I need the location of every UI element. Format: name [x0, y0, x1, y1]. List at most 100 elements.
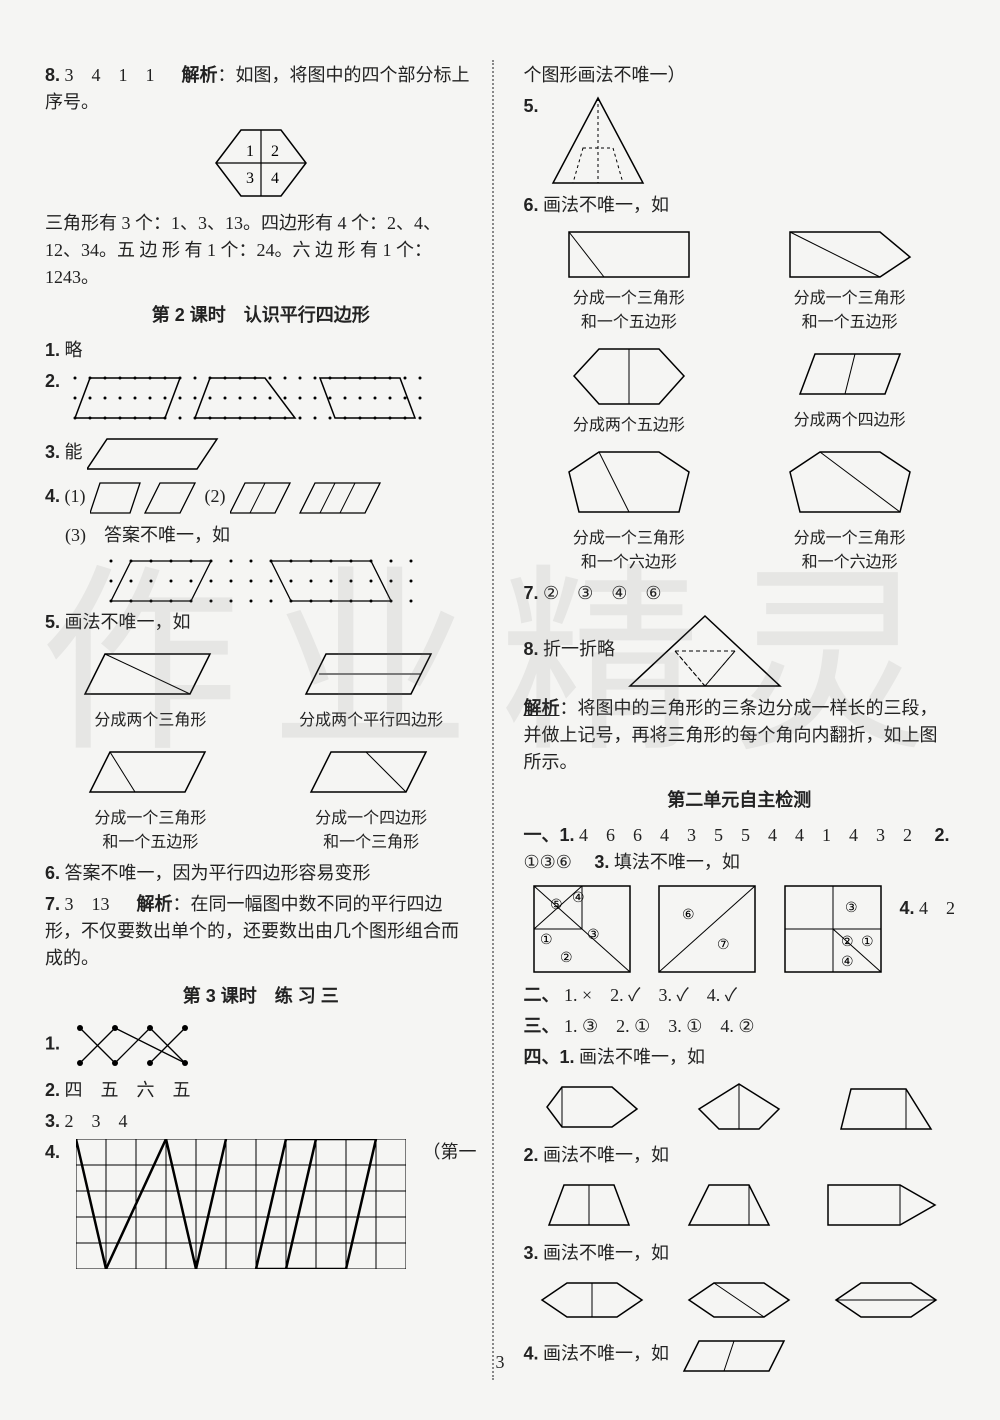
l2-q4: 4. (1) (2) [45, 478, 477, 518]
cap2: 分成两个平行四边形 [266, 706, 477, 730]
l2-q7-alabel: 解析 [137, 894, 173, 914]
l2-q5: 5. 画法不唯一，如 [45, 609, 477, 636]
l2-q4-p1: (1) [65, 486, 86, 506]
q8-label: 8. [45, 65, 60, 85]
r-cap3: 分成两个五边形 [524, 411, 735, 435]
l2-q5-label: 5. [45, 612, 60, 632]
r-cap6: 分成一个三角形 和一个六边形 [744, 524, 955, 572]
l2-q3: 3. 能 [45, 434, 477, 474]
l2-q7: 7. 3 13 解析：在同一幅图中数不同的平行四边形，不仅要数出单个的，还要数出… [45, 891, 477, 972]
r-q5: 5. [524, 93, 956, 188]
r-cap2: 分成一个三角形 和一个五边形 [744, 284, 955, 332]
l2-q7-ans: 3 13 [65, 894, 110, 914]
r-cap5: 分成一个三角形 和一个六边形 [524, 524, 735, 572]
l3-q4: 4. （第一 [45, 1139, 477, 1269]
page-number: 3 [0, 1352, 1000, 1373]
l2-q5-row1: 分成两个三角形 分成两个平行四边形 [45, 644, 477, 730]
r-cap4: 分成两个四边形 [744, 406, 955, 430]
l3-q3-text: 2 3 4 [65, 1111, 128, 1131]
sec4-t1: 画法不唯一，如 [579, 1047, 705, 1067]
sec4-q3-label: 3. [524, 1243, 539, 1263]
right-column: 个图形画法不唯一） 5. 6. 画法不唯一，如 分成一个三角形 和一个五边形 分… [514, 60, 956, 1380]
sec2-label: 二、 [524, 985, 560, 1005]
r-q7-text: ② ③ ④ ⑥ [543, 583, 662, 603]
svg-text:④: ④ [841, 955, 854, 970]
svg-text:①: ① [861, 935, 874, 950]
hexagon-figure: 1 2 3 4 [45, 118, 477, 208]
sec1-q1: 1. [560, 825, 575, 845]
l3-q2-text: 四 五 六 五 [65, 1080, 191, 1100]
left-column: 8. 3 4 1 1 解析：如图，将图中的四个部分标上序号。 1 2 3 4 三… [45, 60, 494, 1380]
sec4-q1-label: 1. [560, 1047, 575, 1067]
l3-q1: 1. [45, 1018, 477, 1073]
sec1-a4: 4 2 [919, 898, 955, 918]
cap3: 分成一个三角形 和一个五边形 [45, 804, 256, 852]
l2-q6-text: 答案不唯一，因为平行四边形容易变形 [65, 863, 371, 883]
l2-q1: 1. 略 [45, 337, 477, 364]
svg-text:②: ② [841, 935, 854, 950]
svg-text:②: ② [560, 951, 573, 966]
q8-counts: 三角形有 3 个：1、3、13。四边形有 4 个：2、4、12、34。五 边 形… [45, 210, 477, 291]
q8-answers: 3 4 1 1 [65, 65, 155, 85]
sec1-q4: 4. [899, 898, 914, 918]
r-q6-row1: 分成一个三角形 和一个五边形 分成一个三角形 和一个五边形 [524, 227, 956, 332]
l2-q4-fig [45, 551, 477, 607]
r-q8-text: 折一折略 [543, 639, 615, 659]
l2-q5-row2: 分成一个三角形 和一个五边形 分成一个四边形 和一个三角形 [45, 742, 477, 852]
sec4-row1 [524, 1079, 956, 1134]
r-q6-row2: 分成两个五边形 分成两个四边形 [524, 344, 956, 435]
sec1-a2: ①③⑥ [524, 852, 572, 872]
svg-text:2: 2 [271, 143, 279, 160]
l2-q7-label: 7. [45, 894, 60, 914]
l2-q3-text: 能 [65, 442, 83, 462]
page: 8. 3 4 1 1 解析：如图，将图中的四个部分标上序号。 1 2 3 4 三… [0, 0, 1000, 1420]
sec4-q2-label: 2. [524, 1145, 539, 1165]
r-q8-atext: ：将图中的三角形的三条边分成一样长的三段，并做上记号，再将三角形的每个角向内翻折… [524, 698, 938, 772]
cap4: 分成一个四边形 和一个三角形 [266, 804, 477, 852]
r-q6-text: 画法不唯一，如 [543, 195, 669, 215]
sec4-q1: 四、1. 画法不唯一，如 [524, 1044, 956, 1071]
l2-q2-label: 2. [45, 371, 60, 391]
sec1-figs: ⑤④ ①② ③ ⑥⑦ ③ ②① ④ 4. 4 2 [524, 884, 956, 974]
grid-figure [76, 1139, 406, 1269]
r-q8-alabel: 解析 [524, 698, 560, 718]
sec1-q2: 2. [935, 825, 950, 845]
l2-q6-label: 6. [45, 863, 60, 883]
r-q6-label: 6. [524, 195, 539, 215]
svg-text:3: 3 [246, 170, 254, 187]
q8-line: 8. 3 4 1 1 解析：如图，将图中的四个部分标上序号。 [45, 62, 477, 116]
sec1-label: 一、 [524, 825, 560, 845]
sec1: 一、1. 4 6 6 4 3 5 5 4 4 1 4 3 2 2. ①③⑥ 3.… [524, 822, 956, 876]
sec2: 二、 1. × 2. ✓ 3. ✓ 4. ✓ [524, 982, 956, 1009]
svg-text:⑥: ⑥ [682, 908, 695, 923]
svg-text:1: 1 [246, 143, 254, 160]
sec1-q3: 3. [594, 852, 609, 872]
sec2-items: 1. × 2. ✓ 3. ✓ 4. ✓ [564, 985, 737, 1005]
svg-text:4: 4 [271, 170, 279, 187]
r-q6: 6. 画法不唯一，如 [524, 192, 956, 219]
l2-q3-label: 3. [45, 442, 60, 462]
svg-text:③: ③ [587, 928, 600, 943]
sec3-items: 1. ③ 2. ① 3. ① 4. ② [564, 1016, 755, 1036]
sec4-t3: 画法不唯一，如 [543, 1243, 669, 1263]
l2-q4-p3: (3) 答案不唯一，如 [45, 522, 477, 549]
sec4-label: 四、 [524, 1047, 560, 1067]
l2-q6: 6. 答案不唯一，因为平行四边形容易变形 [45, 860, 477, 887]
l2-q4-p3-text: (3) 答案不唯一，如 [65, 525, 230, 545]
l3-q3: 3. 2 3 4 [45, 1108, 477, 1135]
q8-analysis-label: 解析 [182, 65, 218, 85]
l2-q4-p2: (2) [205, 486, 226, 506]
sec4-t2: 画法不唯一，如 [543, 1145, 669, 1165]
svg-text:⑦: ⑦ [717, 938, 730, 953]
l2-q4-label: 4. [45, 486, 60, 506]
sec3: 三、 1. ③ 2. ① 3. ① 4. ② [524, 1013, 956, 1040]
l3-q4-tail: （第一 [422, 1139, 476, 1166]
l2-q1-label: 1. [45, 340, 60, 360]
r-q8: 8. 折一折略 [524, 611, 956, 691]
r-q8-analysis: 解析：将图中的三角形的三条边分成一样长的三段，并做上记号，再将三角形的每个角向内… [524, 695, 956, 776]
sec3-label: 三、 [524, 1016, 560, 1036]
svg-text:③: ③ [845, 901, 858, 916]
l3-q2: 2. 四 五 六 五 [45, 1077, 477, 1104]
l3-q1-label: 1. [45, 1034, 60, 1054]
svg-text:①: ① [540, 933, 553, 948]
